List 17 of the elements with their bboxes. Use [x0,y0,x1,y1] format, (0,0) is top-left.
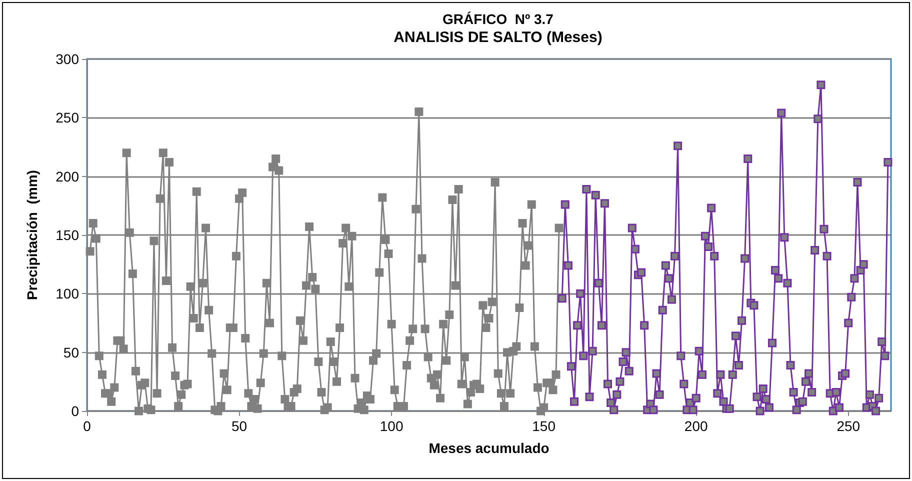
x-tick-label: 250 [836,418,860,434]
x-tick-label: 100 [380,418,404,434]
y-tick-label: 200 [56,168,80,184]
x-axis-title: Meses acumulado [428,440,550,456]
x-tick-label: 50 [231,418,248,434]
y-tick-label: 50 [63,344,80,360]
x-tick-label: 200 [684,418,708,434]
chart-subtitle: ANALISIS DE SALTO (Meses) [394,29,602,46]
x-tick-label: 0 [83,418,92,434]
y-tick-label: 300 [56,51,80,67]
chart-title: GRÁFICO Nº 3.7 [442,11,554,27]
x-tick-label: 150 [532,418,556,434]
y-tick-label: 150 [56,227,80,243]
y-tick-label: 250 [56,110,80,126]
y-tick-label: 100 [56,286,80,302]
y-tick-label: 0 [71,403,80,419]
y-axis-title: Precipitación (mm) [24,170,40,300]
